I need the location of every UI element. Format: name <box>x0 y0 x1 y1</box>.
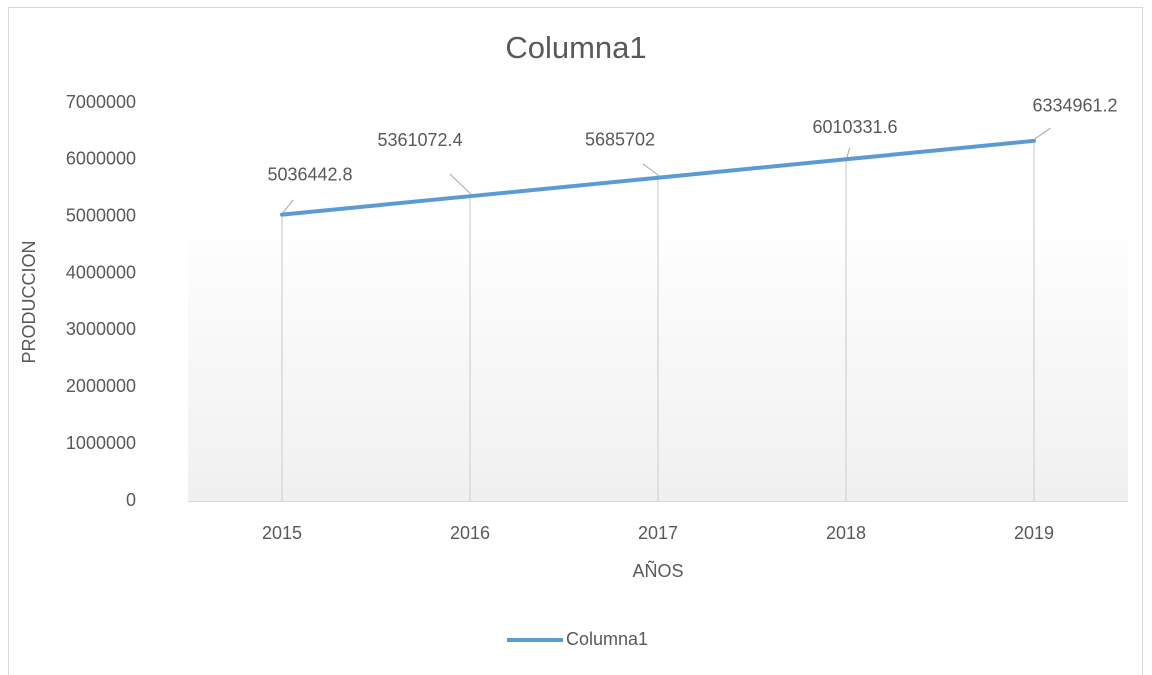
x-tick-label: 2016 <box>450 523 490 543</box>
legend-label: Columna1 <box>566 629 648 649</box>
y-tick-label: 0 <box>126 490 136 510</box>
data-label: 5361072.4 <box>377 130 462 150</box>
leader-line <box>642 163 660 177</box>
leader-line <box>846 147 851 158</box>
y-tick-label: 4000000 <box>66 262 136 282</box>
x-tick-label: 2019 <box>1014 523 1054 543</box>
x-tick-label: 2018 <box>826 523 866 543</box>
y-axis-label: PRODUCCION <box>19 240 39 363</box>
x-axis-label: AÑOS <box>632 560 683 581</box>
data-label: 5036442.8 <box>267 164 352 184</box>
data-label: 6010331.6 <box>812 117 897 137</box>
y-tick-label: 6000000 <box>66 149 136 169</box>
leader-line <box>282 199 294 213</box>
y-tick-label: 2000000 <box>66 376 136 396</box>
series-line <box>280 138 1036 217</box>
y-tick-label: 5000000 <box>66 205 136 225</box>
x-tick-label: 2015 <box>262 523 302 543</box>
data-label: 5685702 <box>585 129 655 149</box>
leader-line <box>449 173 472 195</box>
y-tick-label: 1000000 <box>66 433 136 453</box>
y-tick-label: 3000000 <box>66 319 136 339</box>
y-tick-label: 7000000 <box>66 92 136 112</box>
chart-title: Columna1 <box>505 30 646 65</box>
data-label: 6334961.2 <box>1032 96 1117 116</box>
x-tick-label: 2017 <box>638 523 678 543</box>
leader-line <box>1034 127 1051 140</box>
